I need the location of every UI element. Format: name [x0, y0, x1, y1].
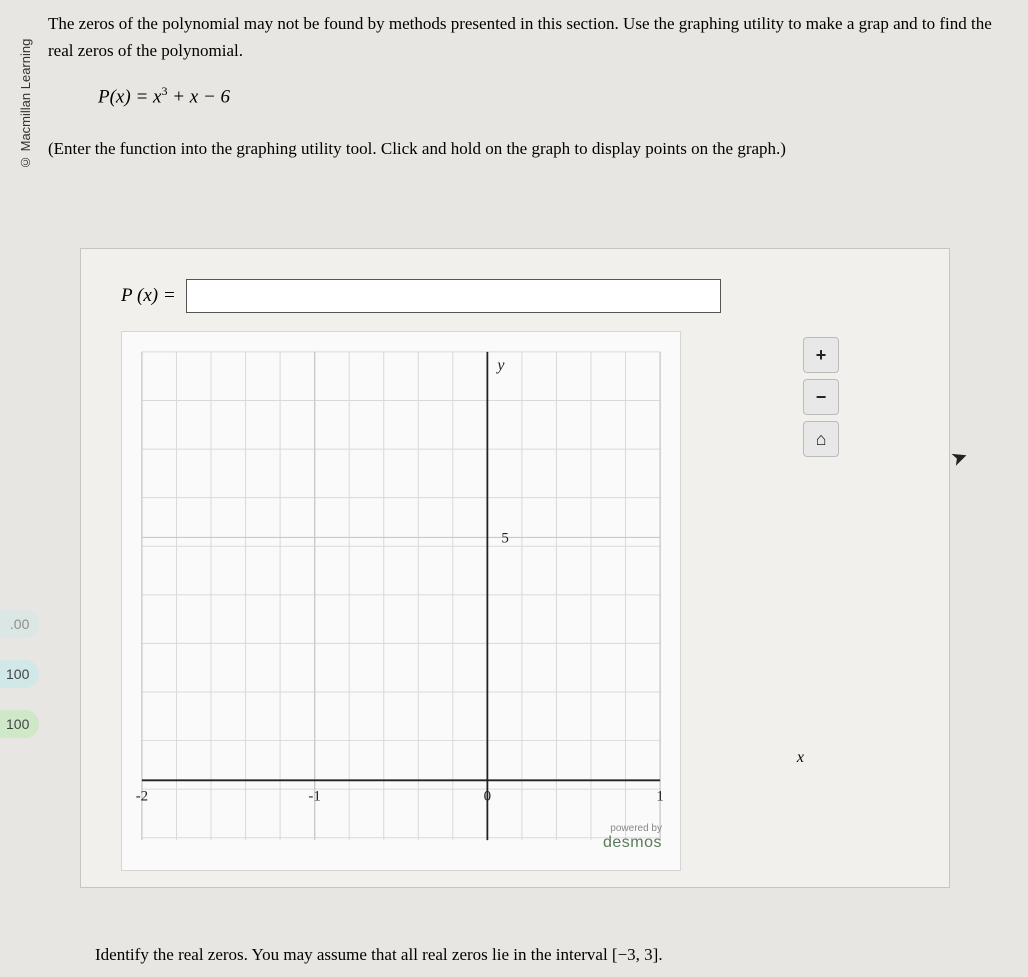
desmos-powered-text: powered by — [603, 823, 662, 834]
svg-text:0: 0 — [484, 788, 491, 804]
graph-controls: + − ⌂ — [803, 337, 839, 457]
desmos-logo: desmos — [603, 834, 662, 852]
content-top: The zeros of the polynomial may not be f… — [48, 10, 1018, 162]
graph-grid: y -2 -1 0 1 5 — [122, 332, 680, 870]
copyright-text: © Macmillan Learning — [18, 10, 38, 170]
eq-prefix: P(x) = x — [98, 87, 161, 108]
function-input-row: P (x) = — [121, 279, 909, 313]
polynomial-equation: P(x) = x3 + x − 6 — [98, 82, 1018, 113]
sidebar-tabs: .00 100 100 — [0, 610, 39, 738]
sidebar-tab-2[interactable]: 100 — [0, 660, 39, 688]
function-input[interactable] — [186, 279, 721, 313]
sidebar-tab-3[interactable]: 100 — [0, 710, 39, 738]
svg-text:y: y — [495, 357, 505, 374]
instruction-text: (Enter the function into the graphing ut… — [48, 135, 1018, 162]
svg-text:-2: -2 — [136, 788, 148, 804]
zoom-out-button[interactable]: − — [803, 379, 839, 415]
sidebar-tab-1[interactable]: .00 — [0, 610, 39, 638]
desmos-brand: powered by desmos — [603, 823, 662, 852]
svg-text:-1: -1 — [308, 788, 320, 804]
eq-suffix: + x − 6 — [167, 87, 230, 108]
intro-text: The zeros of the polynomial may not be f… — [48, 10, 1018, 64]
function-input-label: P (x) = — [121, 285, 176, 307]
footer-question: Identify the real zeros. You may assume … — [95, 945, 663, 965]
cursor-icon: ➤ — [947, 443, 971, 472]
graph-panel: P (x) = y -2 -1 0 1 5 powered by desmos + − ⌂… — [80, 248, 950, 888]
zoom-in-button[interactable]: + — [803, 337, 839, 373]
home-button[interactable]: ⌂ — [803, 421, 839, 457]
x-axis-label: x — [797, 749, 804, 767]
svg-text:5: 5 — [501, 530, 508, 546]
svg-text:1: 1 — [656, 788, 663, 804]
graph-area[interactable]: y -2 -1 0 1 5 powered by desmos — [121, 331, 681, 871]
